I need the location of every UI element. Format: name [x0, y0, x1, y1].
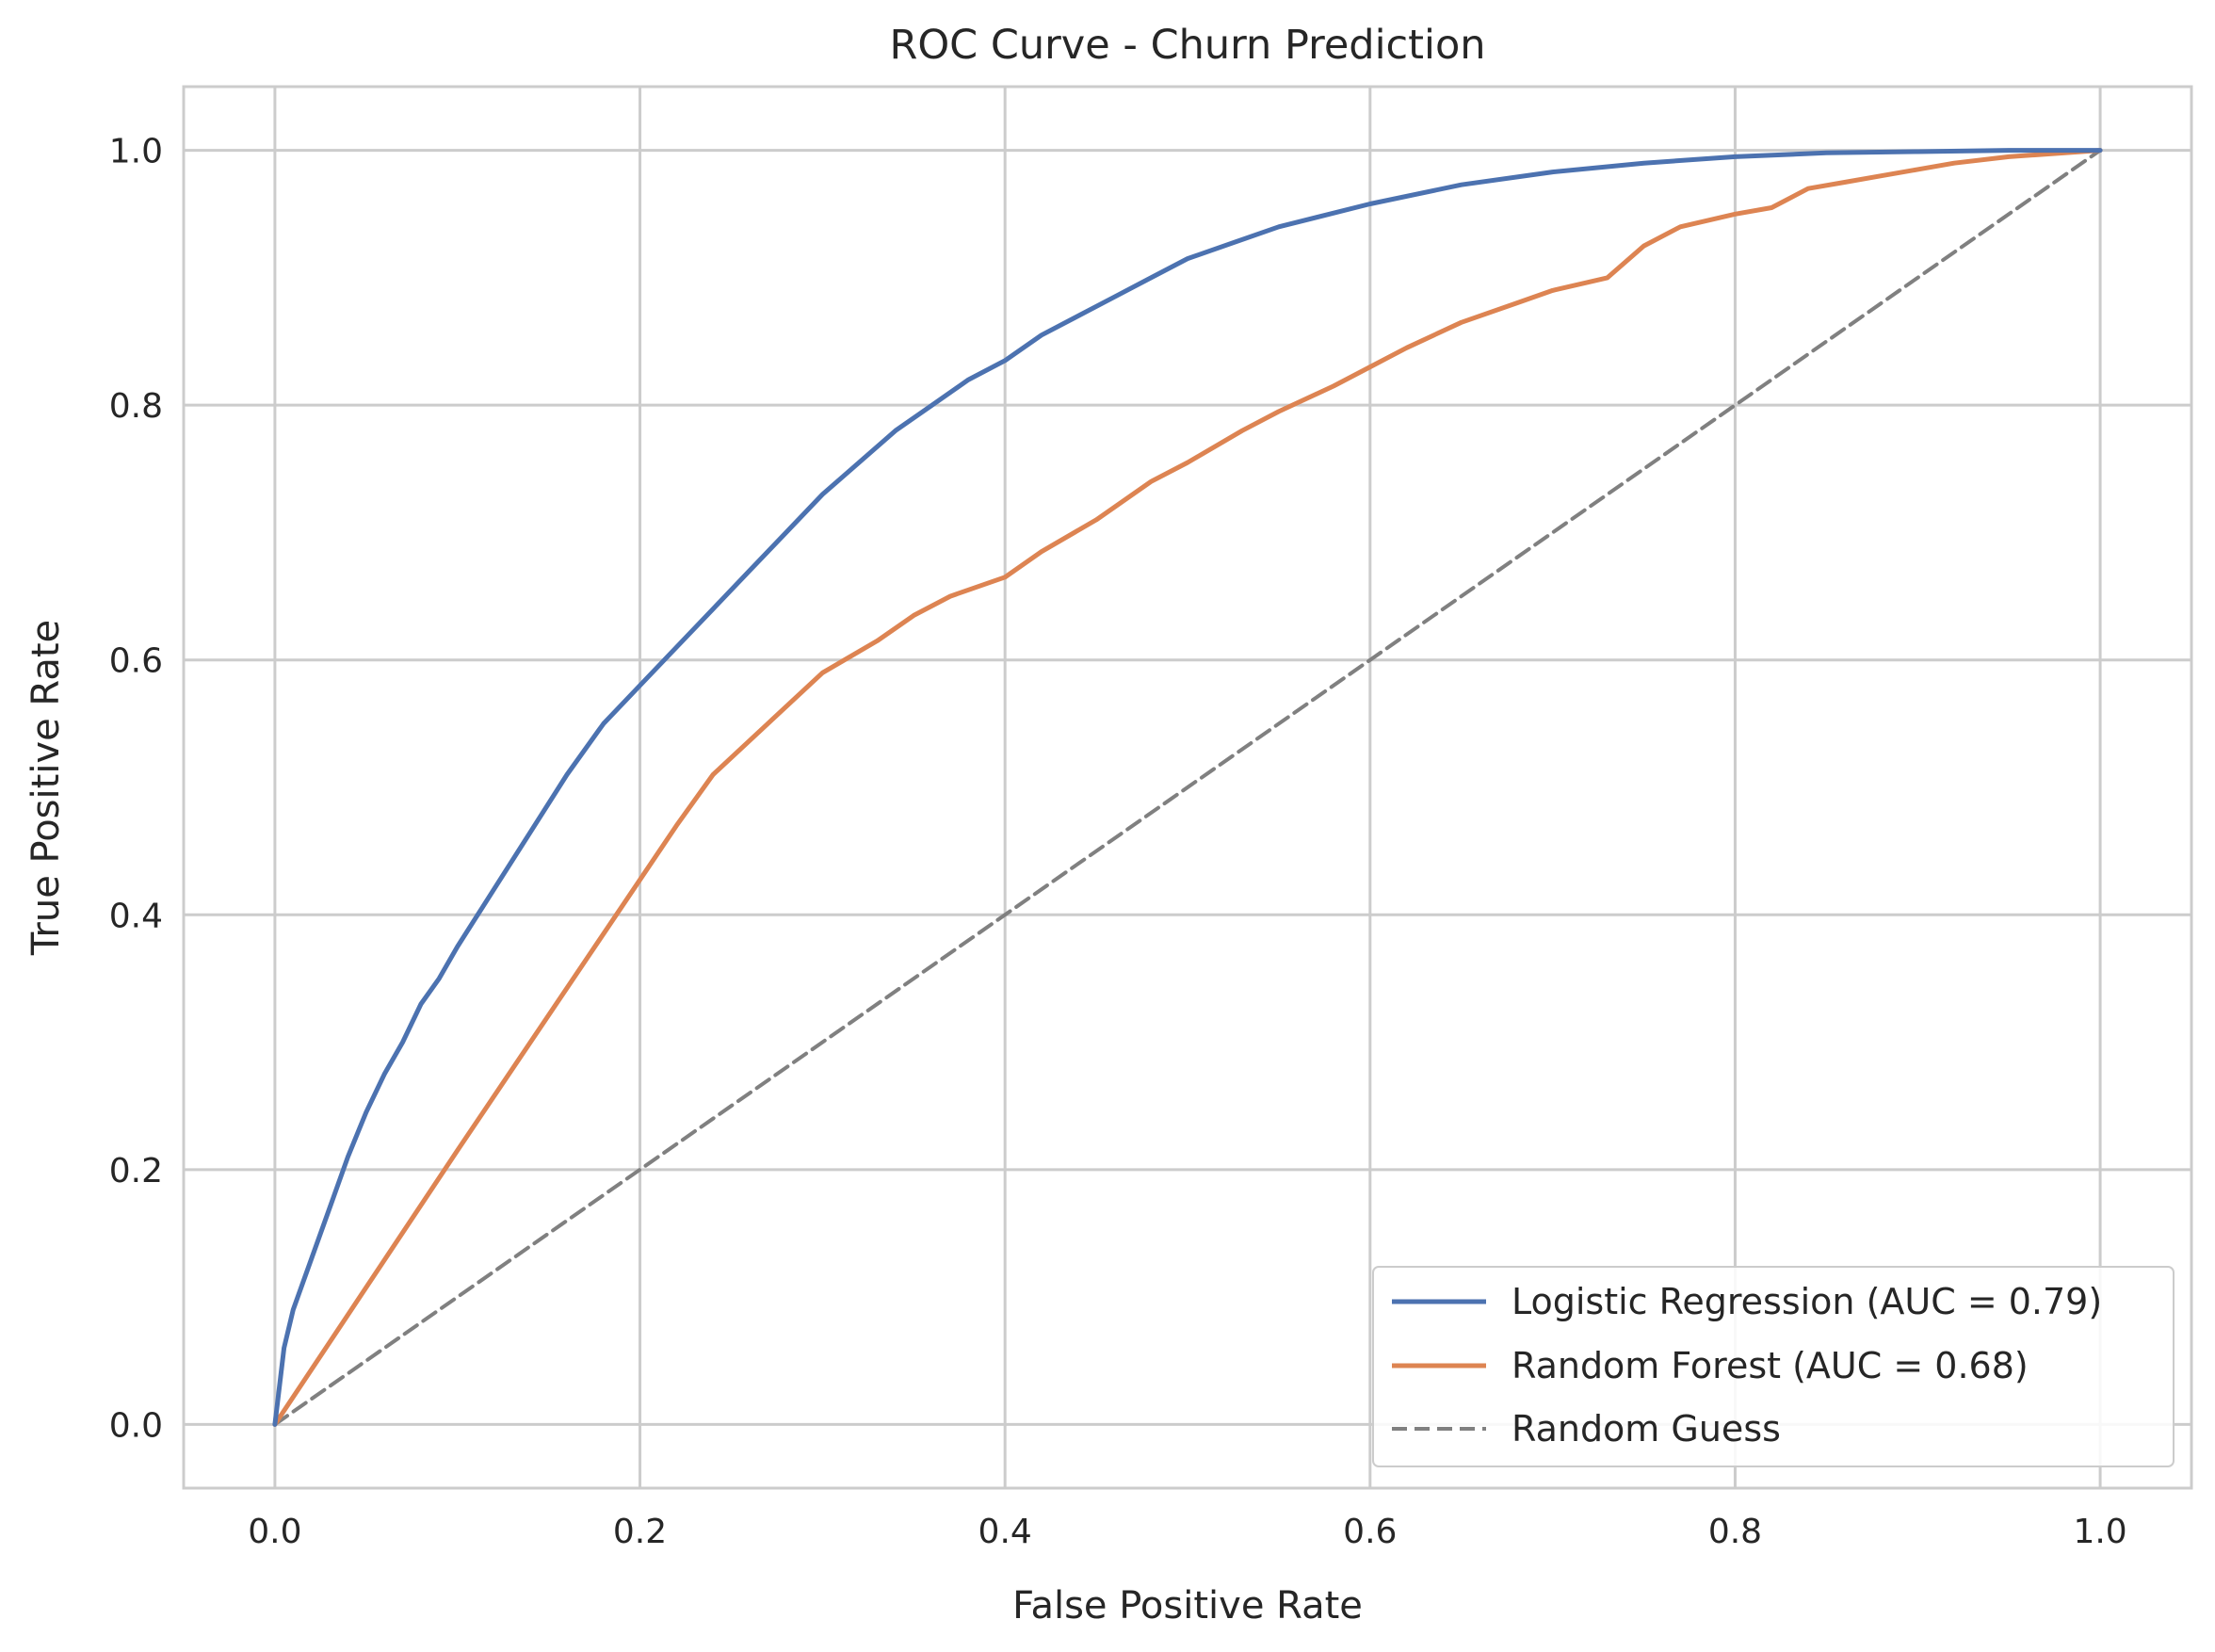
y-tick-label: 0.8: [109, 387, 163, 426]
series-line-random-forest: [272, 148, 2103, 1427]
x-tick-label: 0.0: [248, 1513, 301, 1551]
grid: [184, 87, 2191, 1488]
legend-box: [1372, 1266, 2175, 1467]
series-line-random-guess: [272, 148, 2103, 1427]
y-tick-label: 0.2: [109, 1152, 163, 1190]
x-tick-label: 0.8: [1708, 1513, 1762, 1551]
legend-label-random-guess: Random Guess: [1512, 1408, 1781, 1450]
chart-title: ROC Curve - Churn Prediction: [889, 22, 1485, 69]
legend-label-logistic-regression: Logistic Regression (AUC = 0.79): [1512, 1281, 2102, 1322]
legend: Logistic Regression (AUC = 0.79) Random …: [1372, 1266, 2175, 1467]
y-tick-label: 0.4: [109, 897, 163, 935]
plot-frame: [182, 85, 2193, 1490]
x-tick-label: 0.2: [613, 1513, 667, 1551]
series-lines: [272, 148, 2103, 1427]
y-axis-title: True Positive Rate: [24, 620, 68, 956]
y-tick-label: 0.6: [109, 642, 163, 681]
x-axis-title: False Positive Rate: [1012, 1584, 1363, 1628]
series-line-logistic-regression: [272, 148, 2103, 1427]
y-tick-label: 1.0: [109, 133, 163, 171]
x-tick-label: 0.4: [978, 1513, 1032, 1551]
x-tick-label: 1.0: [2073, 1513, 2126, 1551]
tick-labels: 0.0 0.2 0.4 0.6 0.8 1.0 0.0 0.2 0.4 0.6 0.8 1.0: [109, 133, 2127, 1551]
legend-label-random-forest: Random Forest (AUC = 0.68): [1512, 1345, 2029, 1386]
x-tick-label: 0.6: [1343, 1513, 1397, 1551]
y-tick-label: 0.0: [109, 1406, 163, 1445]
